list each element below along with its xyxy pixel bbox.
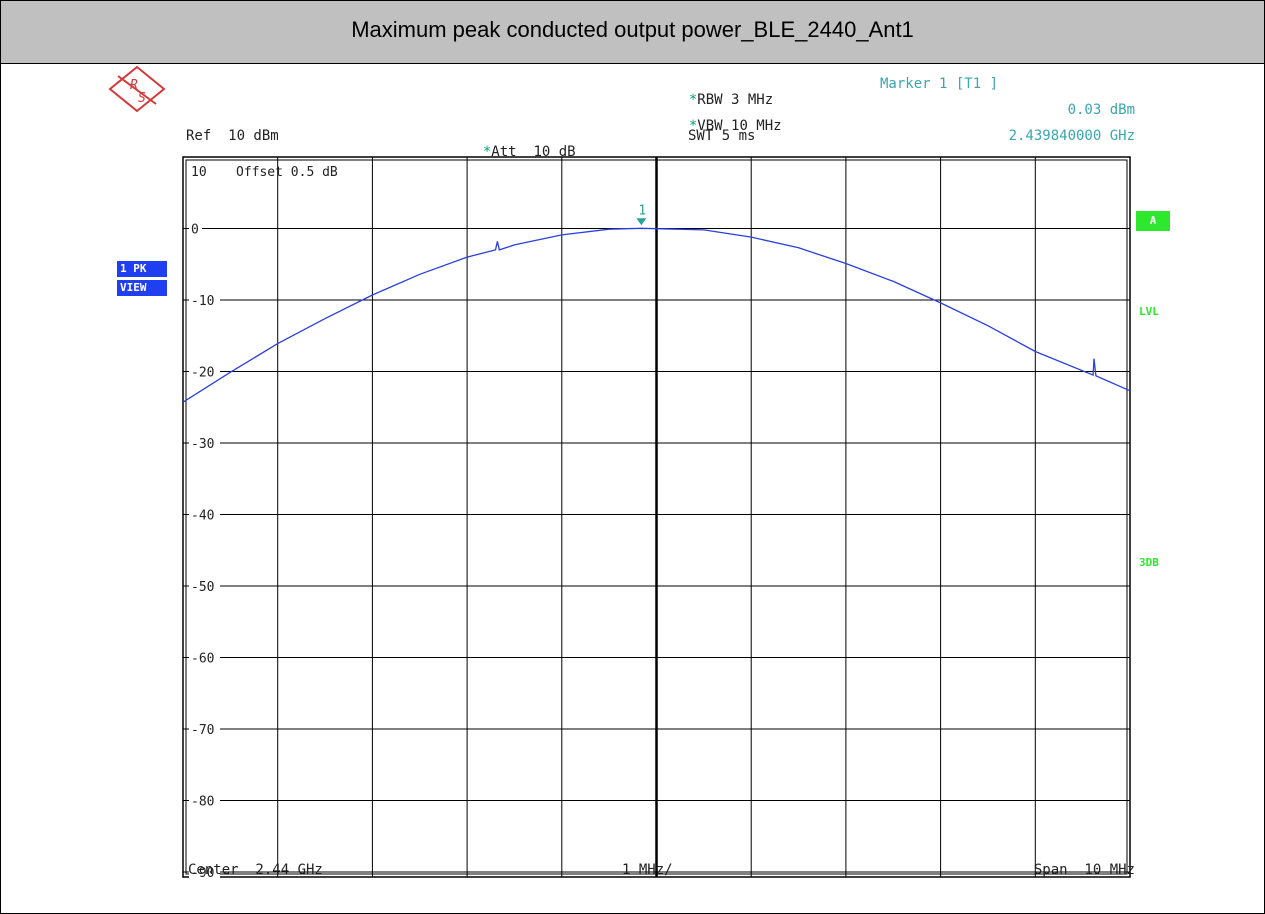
3db-label: 3DB <box>1139 556 1159 569</box>
y-tick-label: -70 <box>191 723 214 738</box>
frequency-per-division: 1 MHz/ <box>622 862 673 878</box>
tick-label-bg <box>189 650 220 665</box>
rbw-star: * <box>688 92 698 108</box>
tick-label-bg <box>189 221 202 236</box>
rohde-schwarz-logo-icon: R S <box>108 65 166 113</box>
tick-label-bg <box>189 164 211 178</box>
vbw: VBW 10 MHz <box>697 118 782 134</box>
tick-label-bg <box>189 507 220 522</box>
trace-a-badge: A <box>1136 211 1170 231</box>
y-tick-label: -90 <box>191 866 214 881</box>
svg-text:S: S <box>138 91 146 106</box>
marker-frequency: 2.439840000 GHz <box>1008 128 1135 144</box>
tick-label-bg <box>189 793 220 808</box>
y-tick-label: -40 <box>191 509 214 524</box>
tick-label-bg <box>189 865 220 879</box>
marker-label: Marker 1 [T1 ] <box>880 76 999 92</box>
tick-label-bg <box>189 722 220 736</box>
spectrum-trace <box>182 227 1131 403</box>
vbw-star: * <box>688 118 698 134</box>
title-bar: Maximum peak conducted output power_BLE_… <box>1 1 1264 64</box>
attenuation: Att 10 dB <box>491 144 576 160</box>
y-tick-label: -60 <box>191 652 214 667</box>
tick-label-bg <box>189 364 220 379</box>
y-tick-label: -20 <box>191 366 214 381</box>
tick-label-bg <box>189 436 220 450</box>
y-tick-label: -80 <box>191 795 214 810</box>
trace-view-badge: VIEW <box>117 280 167 296</box>
sweep-time: SWT 5 ms <box>688 128 756 144</box>
page-title: Maximum peak conducted output power_BLE_… <box>351 17 914 42</box>
rbw-row: *RBW 3 MHz <box>672 76 773 108</box>
y-tick-label: -10 <box>191 294 214 309</box>
center-frequency: Center 2.44 GHz <box>188 862 323 878</box>
marker-number-label: 1 <box>638 203 646 218</box>
marker-level: 0.03 dBm <box>1067 102 1135 118</box>
y-tick-label: -50 <box>191 580 214 595</box>
att-row: *Att 10 dB <box>466 128 576 160</box>
y-tick-label: 0 <box>191 223 199 238</box>
y-tick-label: -30 <box>191 437 214 452</box>
svg-text:R: R <box>130 78 138 93</box>
att-star: * <box>482 144 492 160</box>
ref-level: Ref 10 dBm <box>186 128 279 144</box>
y-tick-label: 10 <box>191 165 207 180</box>
tick-label-bg <box>189 293 220 307</box>
trace-pk-badge: 1 PK <box>117 261 167 277</box>
marker-triangle <box>636 218 647 226</box>
tick-label-bg <box>189 579 220 593</box>
lvl-label: LVL <box>1139 305 1159 318</box>
vbw-row: *VBW 10 MHz <box>672 102 782 134</box>
span: Span 10 MHz <box>1033 862 1135 878</box>
rbw: RBW 3 MHz <box>697 92 774 108</box>
offset-label: Offset 0.5 dB <box>236 165 338 180</box>
